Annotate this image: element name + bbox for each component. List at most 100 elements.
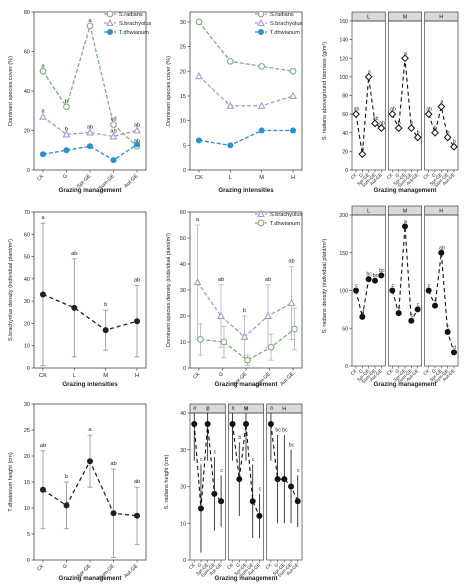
significance-letter: ab	[439, 245, 445, 251]
significance-letter: c	[259, 486, 262, 492]
series-line	[428, 252, 455, 353]
significance-letter: c	[220, 468, 223, 474]
data-point	[39, 486, 46, 493]
data-point	[110, 510, 117, 517]
data-point	[450, 142, 458, 151]
data-point	[291, 325, 298, 333]
y-tick-label: 100	[339, 75, 348, 81]
data-point	[288, 483, 295, 490]
data-point	[71, 304, 78, 311]
x-tick-label: CK	[36, 173, 46, 183]
significance-letter: ab	[110, 461, 116, 467]
significance-letter: d	[453, 345, 456, 351]
significance-letter: a	[404, 51, 407, 57]
data-point	[236, 476, 243, 483]
y-axis-title: Dominant species cover (%)	[8, 56, 14, 126]
significance-letter: ab	[218, 277, 224, 283]
x-tick-label: Aut-GE	[123, 173, 140, 190]
y-tick-label: 20	[24, 321, 30, 327]
y-tick-label: 15	[24, 480, 30, 486]
significance-letter: bc	[282, 428, 288, 434]
y-axis-title: S.brachyolus density (individual plant/m…	[8, 239, 14, 341]
significance-letter: a	[245, 406, 248, 412]
data-point	[134, 512, 141, 519]
y-tick-label: 60	[180, 210, 186, 216]
data-point	[408, 317, 415, 324]
y-tick-label: 20	[24, 454, 30, 460]
data-point	[240, 332, 249, 340]
data-point	[197, 336, 204, 343]
data-point	[256, 512, 263, 519]
y-tick-label: 0	[183, 366, 186, 372]
significance-letter: bc	[379, 268, 385, 274]
data-point	[226, 101, 235, 109]
x-tick-label: L	[229, 175, 233, 181]
significance-letter: c	[434, 298, 437, 304]
x-tick-label: M	[103, 373, 108, 379]
facet-label: M	[403, 209, 408, 215]
significance-letter: b	[410, 121, 413, 127]
legend-marker	[107, 29, 113, 35]
series-t-dhwianum	[39, 141, 141, 164]
significance-letter: c	[214, 450, 217, 456]
x-tick-label: H	[135, 373, 139, 379]
data-point	[195, 137, 202, 144]
data-point	[289, 91, 297, 99]
significance-letter: b	[65, 474, 68, 480]
significance-letter: a	[404, 219, 407, 225]
significance-letter: c	[200, 457, 203, 463]
data-point	[358, 150, 367, 159]
data-point	[86, 22, 94, 30]
significance-letter: a	[41, 215, 45, 221]
significance-letter: c	[297, 468, 300, 474]
data-point	[389, 287, 396, 294]
data-point	[364, 72, 373, 81]
significance-letter: bc	[366, 272, 372, 278]
data-point	[353, 287, 359, 294]
significance-letter: c	[417, 302, 420, 308]
x-axis-title: Grazing management	[374, 187, 437, 194]
y-tick-label: 10	[24, 506, 30, 512]
y-tick-label: 0	[27, 558, 30, 564]
y-tick-label: 70	[24, 210, 30, 216]
y-tick-label: 15	[180, 94, 186, 100]
x-tick-label: G	[218, 371, 225, 378]
series-line	[198, 129, 294, 146]
y-tick-label: 30	[180, 20, 186, 26]
x-tick-label: CK	[226, 562, 235, 571]
y-tick-label: 50	[342, 326, 348, 332]
y-tick-label: 25	[24, 428, 30, 434]
x-tick-label: G	[197, 562, 203, 568]
significance-letter: ab	[288, 259, 294, 265]
data-point	[110, 157, 117, 164]
data-point	[109, 132, 118, 140]
series-s-radians	[195, 18, 297, 75]
significance-letter: a	[270, 406, 273, 412]
data-point	[437, 102, 446, 111]
data-point	[267, 343, 275, 351]
x-tick-label: CK	[386, 172, 395, 181]
facet-label: L	[206, 407, 209, 413]
series-main: ab b a ab ab	[39, 427, 141, 558]
y-tick-label: 5	[183, 143, 186, 149]
y-tick-label: 0	[27, 168, 30, 174]
significance-letter: b	[243, 308, 246, 314]
y-tick-label: 50	[24, 255, 30, 261]
data-point	[290, 127, 297, 134]
series-s-brachyolus	[195, 72, 297, 109]
series-line	[42, 116, 138, 138]
significance-letter: ab	[265, 277, 271, 283]
significance-letter: a	[193, 406, 196, 412]
significance-letter: c	[447, 325, 450, 331]
x-tick-label: Aut-GE	[279, 371, 296, 388]
y-tick-label: 40	[342, 131, 348, 137]
data-point	[402, 223, 408, 230]
y-tick-label: 60	[24, 50, 30, 56]
data-point	[62, 130, 71, 138]
data-point	[377, 124, 386, 133]
